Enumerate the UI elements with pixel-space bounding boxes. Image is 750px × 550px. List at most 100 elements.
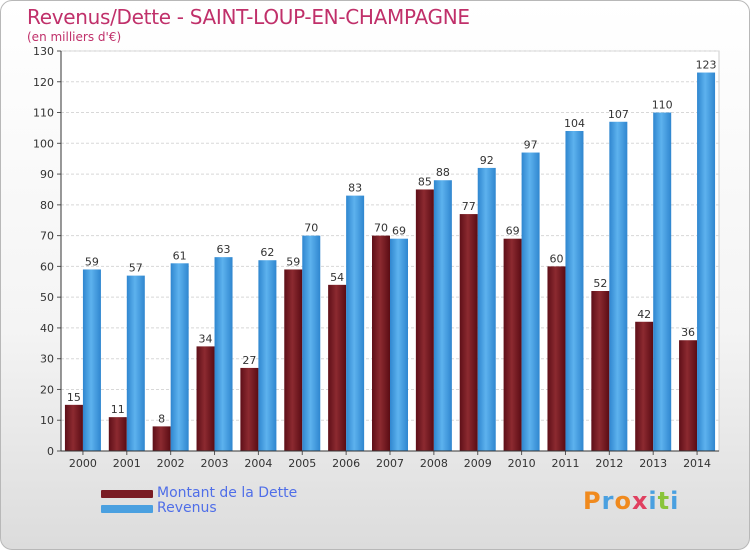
bar-revenus [302,235,321,451]
data-label: 54 [330,271,344,284]
bar-revenus [170,263,189,451]
data-label: 92 [480,154,494,167]
chart-subtitle: (en milliers d'€) [27,30,122,44]
bar-dette [372,235,390,451]
x-tick-label: 2004 [244,457,272,470]
bar-dette [64,404,83,451]
legend-swatch-dette [101,490,153,498]
x-tick-label: 2010 [508,457,536,470]
logo-letter: i [648,487,658,515]
bar-revenus [214,257,233,451]
data-label: 77 [462,200,476,213]
data-label: 15 [67,391,81,404]
bar-dette [679,340,698,451]
bar-dette [284,269,303,451]
data-label: 123 [696,59,717,72]
data-label: 97 [524,139,538,152]
data-label: 85 [418,175,432,188]
data-label: 70 [304,222,318,235]
bar-revenus [477,167,496,451]
x-tick-label: 2011 [551,457,579,470]
bar-revenus [126,275,145,451]
data-label: 27 [242,354,256,367]
legend-label-dette: Montant de la Dette [157,485,298,501]
legend-swatch-revenus [101,505,153,513]
logo-letter: r [601,487,615,515]
bar-revenus [697,72,716,452]
y-tick-label: 10 [40,414,54,427]
bar-revenus [653,112,672,452]
bar-revenus [433,180,452,451]
x-tick-label: 2005 [288,457,316,470]
x-tick-label: 2003 [201,457,229,470]
y-tick-label: 20 [40,383,54,396]
bar-dette [152,426,171,451]
logo-letter: t [657,487,671,515]
y-tick-label: 90 [40,168,54,181]
bar-dette [459,214,478,451]
bar-dette [547,266,566,451]
bar-dette [503,238,522,451]
data-label: 60 [549,252,563,265]
bar-dette [240,367,259,451]
data-label: 107 [608,108,629,121]
x-tick-label: 2012 [595,457,623,470]
y-tick-label: 110 [33,107,54,120]
logo-letter: i [670,487,680,515]
legend-label-revenus: Revenus [157,500,217,516]
bar-revenus [521,152,540,452]
y-tick-label: 0 [47,445,54,458]
y-tick-label: 30 [40,353,54,366]
logo-letter: o [614,487,632,515]
bar-revenus [82,269,101,451]
proxiti-logo: Proxiti [583,487,679,515]
x-tick-label: 2014 [683,457,711,470]
data-label: 63 [217,243,231,256]
data-label: 11 [111,403,125,416]
logo-letter: P [583,487,602,515]
y-tick-label: 40 [40,322,54,335]
data-label: 69 [506,225,520,238]
x-tick-label: 2001 [113,457,141,470]
bar-revenus [565,131,584,451]
y-tick-label: 60 [40,260,54,273]
y-tick-label: 130 [33,45,54,58]
x-tick-label: 2006 [332,457,360,470]
x-tick-label: 2009 [464,457,492,470]
data-label: 57 [129,262,143,275]
data-label: 61 [173,249,187,262]
y-tick-label: 80 [40,199,54,212]
data-label: 88 [436,166,450,179]
data-label: 62 [260,246,274,259]
data-label: 59 [286,255,300,268]
data-label: 52 [593,277,607,290]
bar-dette [415,189,434,451]
bar-dette [635,321,654,451]
bar-dette [108,417,127,451]
x-tick-label: 2002 [157,457,185,470]
bar-dette [591,291,610,451]
x-tick-label: 2007 [376,457,404,470]
bar-revenus [390,238,408,451]
bar-dette [196,346,215,451]
y-tick-label: 50 [40,291,54,304]
data-label: 34 [199,332,213,345]
data-label: 104 [564,117,585,130]
data-label: 36 [681,326,695,339]
data-label: 110 [652,99,673,112]
bar-revenus [609,121,628,452]
data-label: 70 [374,222,388,235]
y-tick-label: 70 [40,230,54,243]
data-label: 42 [637,308,651,321]
y-tick-label: 120 [33,76,54,89]
chart-title: Revenus/Dette - SAINT-LOUP-EN-CHAMPAGNE [27,5,470,29]
x-tick-label: 2000 [69,457,97,470]
bar-revenus [346,195,365,451]
data-label: 59 [85,255,99,268]
data-label: 69 [392,225,406,238]
y-tick-label: 100 [33,137,54,150]
data-label: 8 [158,412,165,425]
bar-revenus [258,260,277,451]
